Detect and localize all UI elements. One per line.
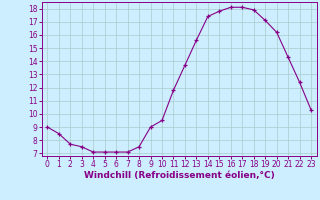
X-axis label: Windchill (Refroidissement éolien,°C): Windchill (Refroidissement éolien,°C)	[84, 171, 275, 180]
